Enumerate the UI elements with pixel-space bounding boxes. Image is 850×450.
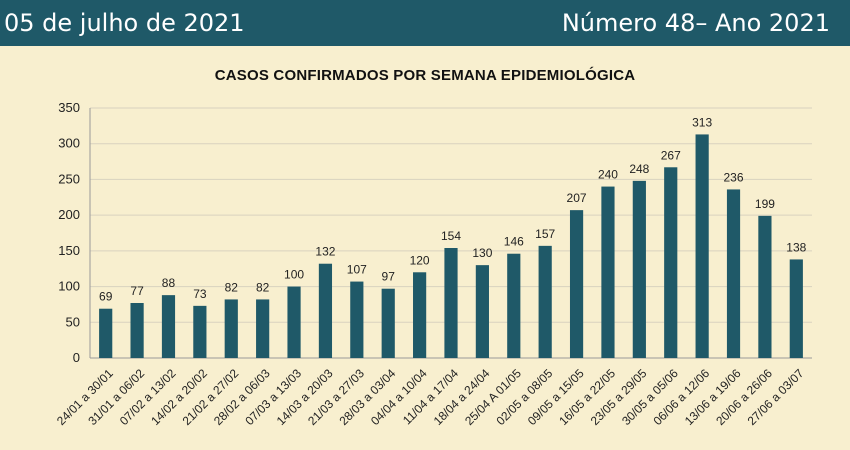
data-label: 240 (598, 168, 618, 182)
data-label: 77 (130, 284, 144, 298)
data-label: 73 (193, 287, 207, 301)
data-label: 100 (284, 268, 304, 282)
bar (507, 253, 521, 358)
data-label: 88 (162, 276, 176, 290)
bar (256, 299, 270, 358)
y-tick-label: 200 (58, 207, 80, 222)
data-label: 207 (567, 191, 587, 205)
chart-title: CASOS CONFIRMADOS POR SEMANA EPIDEMIOLÓG… (214, 67, 636, 84)
bar (350, 281, 364, 358)
bar (99, 308, 113, 358)
y-tick-label: 150 (58, 243, 80, 258)
data-label: 146 (504, 235, 524, 249)
data-label: 82 (256, 280, 270, 294)
data-label: 313 (692, 115, 712, 129)
bar (695, 134, 709, 358)
bar (475, 265, 489, 358)
bar (287, 286, 301, 358)
y-tick-label: 100 (58, 279, 80, 294)
y-tick-label: 0 (73, 350, 80, 365)
report-date: 05 de julho de 2021 (4, 9, 245, 37)
bar (318, 263, 333, 358)
bar (193, 305, 207, 358)
data-label: 97 (382, 270, 396, 284)
data-label: 199 (755, 197, 775, 211)
report-header: 05 de julho de 2021 Número 48– Ano 2021 (0, 0, 850, 46)
bar (381, 288, 395, 358)
data-label: 236 (724, 170, 744, 184)
data-label: 248 (629, 162, 649, 176)
bar (224, 299, 238, 358)
bar (538, 245, 552, 358)
y-tick-label: 300 (58, 136, 80, 151)
data-label: 69 (99, 290, 113, 304)
y-tick-label: 350 (58, 100, 80, 115)
y-tick-label: 50 (66, 314, 80, 329)
bar (664, 167, 678, 358)
bar (569, 210, 584, 358)
bar (789, 259, 803, 358)
report-issue: Número 48– Ano 2021 (561, 9, 830, 37)
data-label: 107 (347, 263, 367, 277)
y-tick-label: 250 (58, 171, 80, 186)
y-tick-labels: 0 50 100 150 200 250 300 350 (58, 100, 80, 365)
bar (758, 215, 772, 358)
bar (130, 303, 144, 358)
data-label: 132 (315, 245, 335, 259)
bar (444, 248, 458, 358)
bar (601, 186, 615, 358)
data-label: 138 (786, 240, 806, 254)
bars (99, 134, 803, 358)
data-label: 154 (441, 229, 461, 243)
data-label: 157 (535, 227, 555, 241)
bar (413, 272, 427, 358)
bar (726, 189, 741, 358)
data-label: 120 (410, 253, 430, 267)
bar (161, 295, 176, 358)
data-labels: 69 77 88 73 82 82 100 132 107 97 120 154 130 146 157 20… (99, 115, 807, 303)
data-label: 130 (472, 246, 492, 260)
data-label: 267 (661, 148, 681, 162)
data-label: 82 (225, 280, 239, 294)
bar (632, 180, 646, 358)
